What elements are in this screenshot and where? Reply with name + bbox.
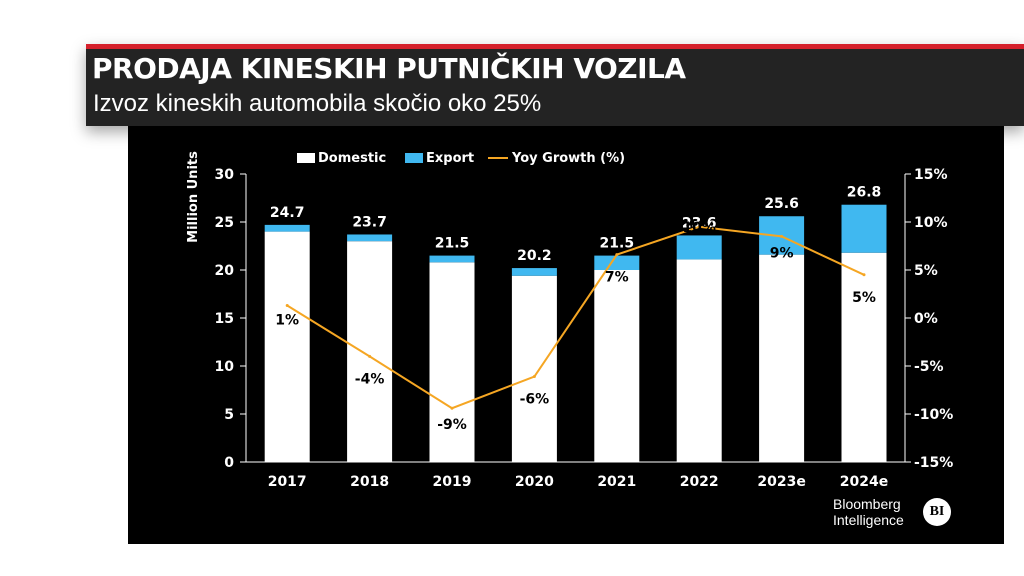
- growth-point: [780, 234, 784, 238]
- legend-label-export: Export: [426, 151, 474, 166]
- x-tick-label: 2019: [433, 474, 472, 490]
- x-tick-label: 2023e: [757, 474, 805, 490]
- total-label: 21.5: [600, 236, 635, 252]
- bar-export: [264, 224, 310, 232]
- x-tick-label: 2018: [350, 474, 389, 490]
- page-subtitle: Izvoz kineskih automobila skočio oko 25%: [93, 90, 542, 117]
- x-tick-label: 2021: [597, 474, 636, 490]
- y-tick-label: 30: [215, 167, 235, 183]
- total-label: 23.7: [352, 214, 387, 230]
- bloomberg-intelligence-logo: Bloomberg Intelligence: [833, 496, 904, 528]
- growth-point: [450, 406, 454, 410]
- y2-tick-label: 5%: [914, 263, 938, 279]
- y2-tick-label: -10%: [914, 407, 953, 423]
- total-label: 26.8: [847, 185, 882, 201]
- total-label: 24.7: [270, 205, 305, 221]
- bar-domestic: [264, 231, 310, 462]
- page-title: PRODAJA KINESKIH PUTNIČKIH VOZILA: [92, 52, 686, 85]
- legend-swatch-export: [405, 153, 423, 163]
- bar-domestic: [511, 275, 557, 462]
- x-tick-label: 2024e: [840, 474, 888, 490]
- bar-export: [594, 255, 640, 270]
- bar-export: [841, 204, 887, 253]
- growth-label: 9%: [770, 245, 794, 261]
- y-tick-label: 25: [215, 215, 234, 231]
- y2-tick-label: -5%: [914, 359, 944, 375]
- total-label: 25.6: [764, 196, 799, 212]
- x-tick-label: 2017: [268, 474, 307, 490]
- x-tick-label: 2022: [680, 474, 719, 490]
- y-tick-label: 10: [215, 359, 235, 375]
- brand-line-1: Bloomberg: [833, 496, 901, 512]
- bar-domestic: [429, 262, 475, 462]
- bar-domestic: [676, 259, 722, 462]
- y2-tick-label: -15%: [914, 455, 953, 471]
- x-tick-label: 2020: [515, 474, 554, 490]
- growth-label: 5%: [852, 290, 876, 306]
- legend-label-domestic: Domestic: [318, 151, 386, 166]
- bar-domestic: [347, 241, 393, 462]
- growth-label: -4%: [355, 371, 385, 387]
- growth-point: [368, 354, 372, 358]
- bar-export: [676, 235, 722, 260]
- legend-label-growth: Yoy Growth (%): [511, 151, 625, 166]
- y2-tick-label: 10%: [914, 215, 948, 231]
- brand-line-2: Intelligence: [833, 512, 904, 528]
- growth-point: [697, 225, 701, 229]
- legend-swatch-domestic: [297, 153, 315, 163]
- y-tick-label: 5: [224, 407, 234, 423]
- bar-domestic: [841, 252, 887, 462]
- growth-point: [532, 375, 536, 379]
- total-label: 20.2: [517, 248, 552, 264]
- bar-export: [511, 268, 557, 276]
- y-tick-label: 0: [224, 455, 234, 471]
- growth-label: -9%: [437, 417, 467, 433]
- growth-label: 1%: [275, 313, 299, 329]
- growth-label: -6%: [520, 392, 550, 408]
- growth-point: [862, 273, 866, 277]
- growth-label: 7%: [605, 270, 629, 286]
- bar-domestic: [759, 254, 805, 462]
- header-bar: [86, 44, 1024, 126]
- y-tick-label: 20: [215, 263, 235, 279]
- bar-export: [347, 234, 393, 242]
- bi-badge-icon: BI: [923, 498, 951, 526]
- y2-tick-label: 15%: [914, 167, 948, 183]
- y-axis-label: Million Units: [186, 151, 201, 243]
- growth-label: 10%: [682, 220, 716, 236]
- growth-point: [615, 253, 619, 257]
- growth-point: [285, 304, 289, 308]
- y2-tick-label: 0%: [914, 311, 938, 327]
- y-tick-label: 15: [215, 311, 234, 327]
- growth-line: [286, 225, 865, 410]
- total-label: 21.5: [435, 236, 470, 252]
- bar-export: [429, 255, 475, 263]
- bar-domestic: [594, 270, 640, 462]
